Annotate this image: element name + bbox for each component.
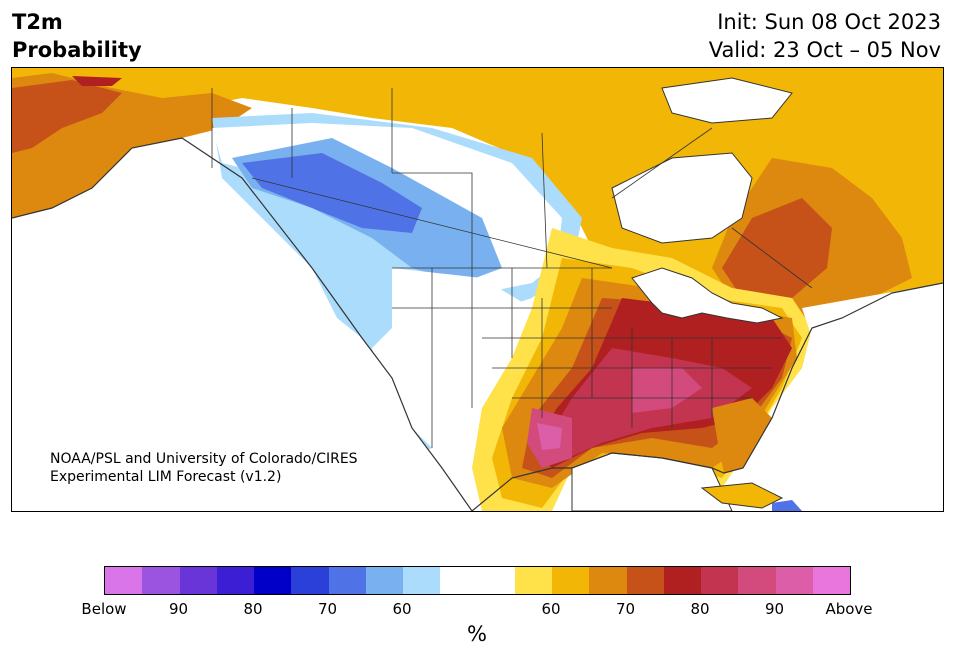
hudson-bay — [611, 152, 753, 244]
colorbar-swatch — [365, 567, 403, 594]
colorbar-swatch — [403, 567, 441, 594]
colorbar-tick-label: 90 — [764, 600, 785, 618]
colorbar-swatch — [663, 567, 701, 594]
credit-text: NOAA/PSL and University of Colorado/CIRE… — [50, 450, 358, 486]
valid-range: Valid: 23 Oct – 05 Nov — [708, 38, 941, 62]
colorbar-swatch — [589, 567, 627, 594]
colorbar-swatch — [142, 567, 180, 594]
colorbar-swatch — [477, 567, 515, 594]
colorbar-swatch — [440, 567, 478, 594]
colorbar — [104, 566, 851, 595]
colorbar-tick-label: Above — [825, 600, 873, 618]
great-lakes — [631, 267, 784, 324]
colorbar-tick-label: 70 — [615, 600, 636, 618]
credit-line-2: Experimental LIM Forecast (v1.2) — [50, 469, 282, 485]
colorbar-tick-label: 70 — [317, 600, 338, 618]
colorbar-swatch — [626, 567, 664, 594]
probability-map: NOAA/PSL and University of Colorado/CIRE… — [11, 67, 944, 512]
colorbar-swatch — [514, 567, 552, 594]
colorbar-swatch — [738, 567, 776, 594]
colorbar-tick-label: Below — [81, 600, 127, 618]
colorbar-swatch — [701, 567, 739, 594]
colorbar-swatch — [254, 567, 292, 594]
quantity-label: Probability — [12, 38, 142, 62]
colorbar-swatch — [328, 567, 366, 594]
colorbar-swatch — [775, 567, 813, 594]
colorbar-swatch — [105, 567, 143, 594]
colorbar-tick-label: 80 — [690, 600, 710, 618]
warm-zone-canada — [12, 68, 943, 338]
variable-label: T2m — [12, 10, 63, 34]
map-title: T2m Probability — [12, 8, 142, 64]
colorbar-swatch — [291, 567, 329, 594]
colorbar-tick-label: 80 — [243, 600, 263, 618]
colorbar-tick-label: 90 — [168, 600, 189, 618]
colorbar-unit: % — [467, 622, 487, 646]
colorbar-swatch — [812, 567, 850, 594]
colorbar-swatch — [552, 567, 590, 594]
colorbar-tick-label: 60 — [392, 600, 412, 618]
colorbar-tick-label: 60 — [541, 600, 561, 618]
init-date: Init: Sun 08 Oct 2023 — [717, 10, 941, 34]
forecast-dates: Init: Sun 08 Oct 2023 Valid: 23 Oct – 05… — [709, 8, 941, 64]
colorbar-swatch — [216, 567, 254, 594]
colorbar-swatch — [179, 567, 217, 594]
map-canvas — [12, 68, 943, 511]
credit-line-1: NOAA/PSL and University of Colorado/CIRE… — [50, 451, 358, 467]
borders — [211, 88, 813, 448]
